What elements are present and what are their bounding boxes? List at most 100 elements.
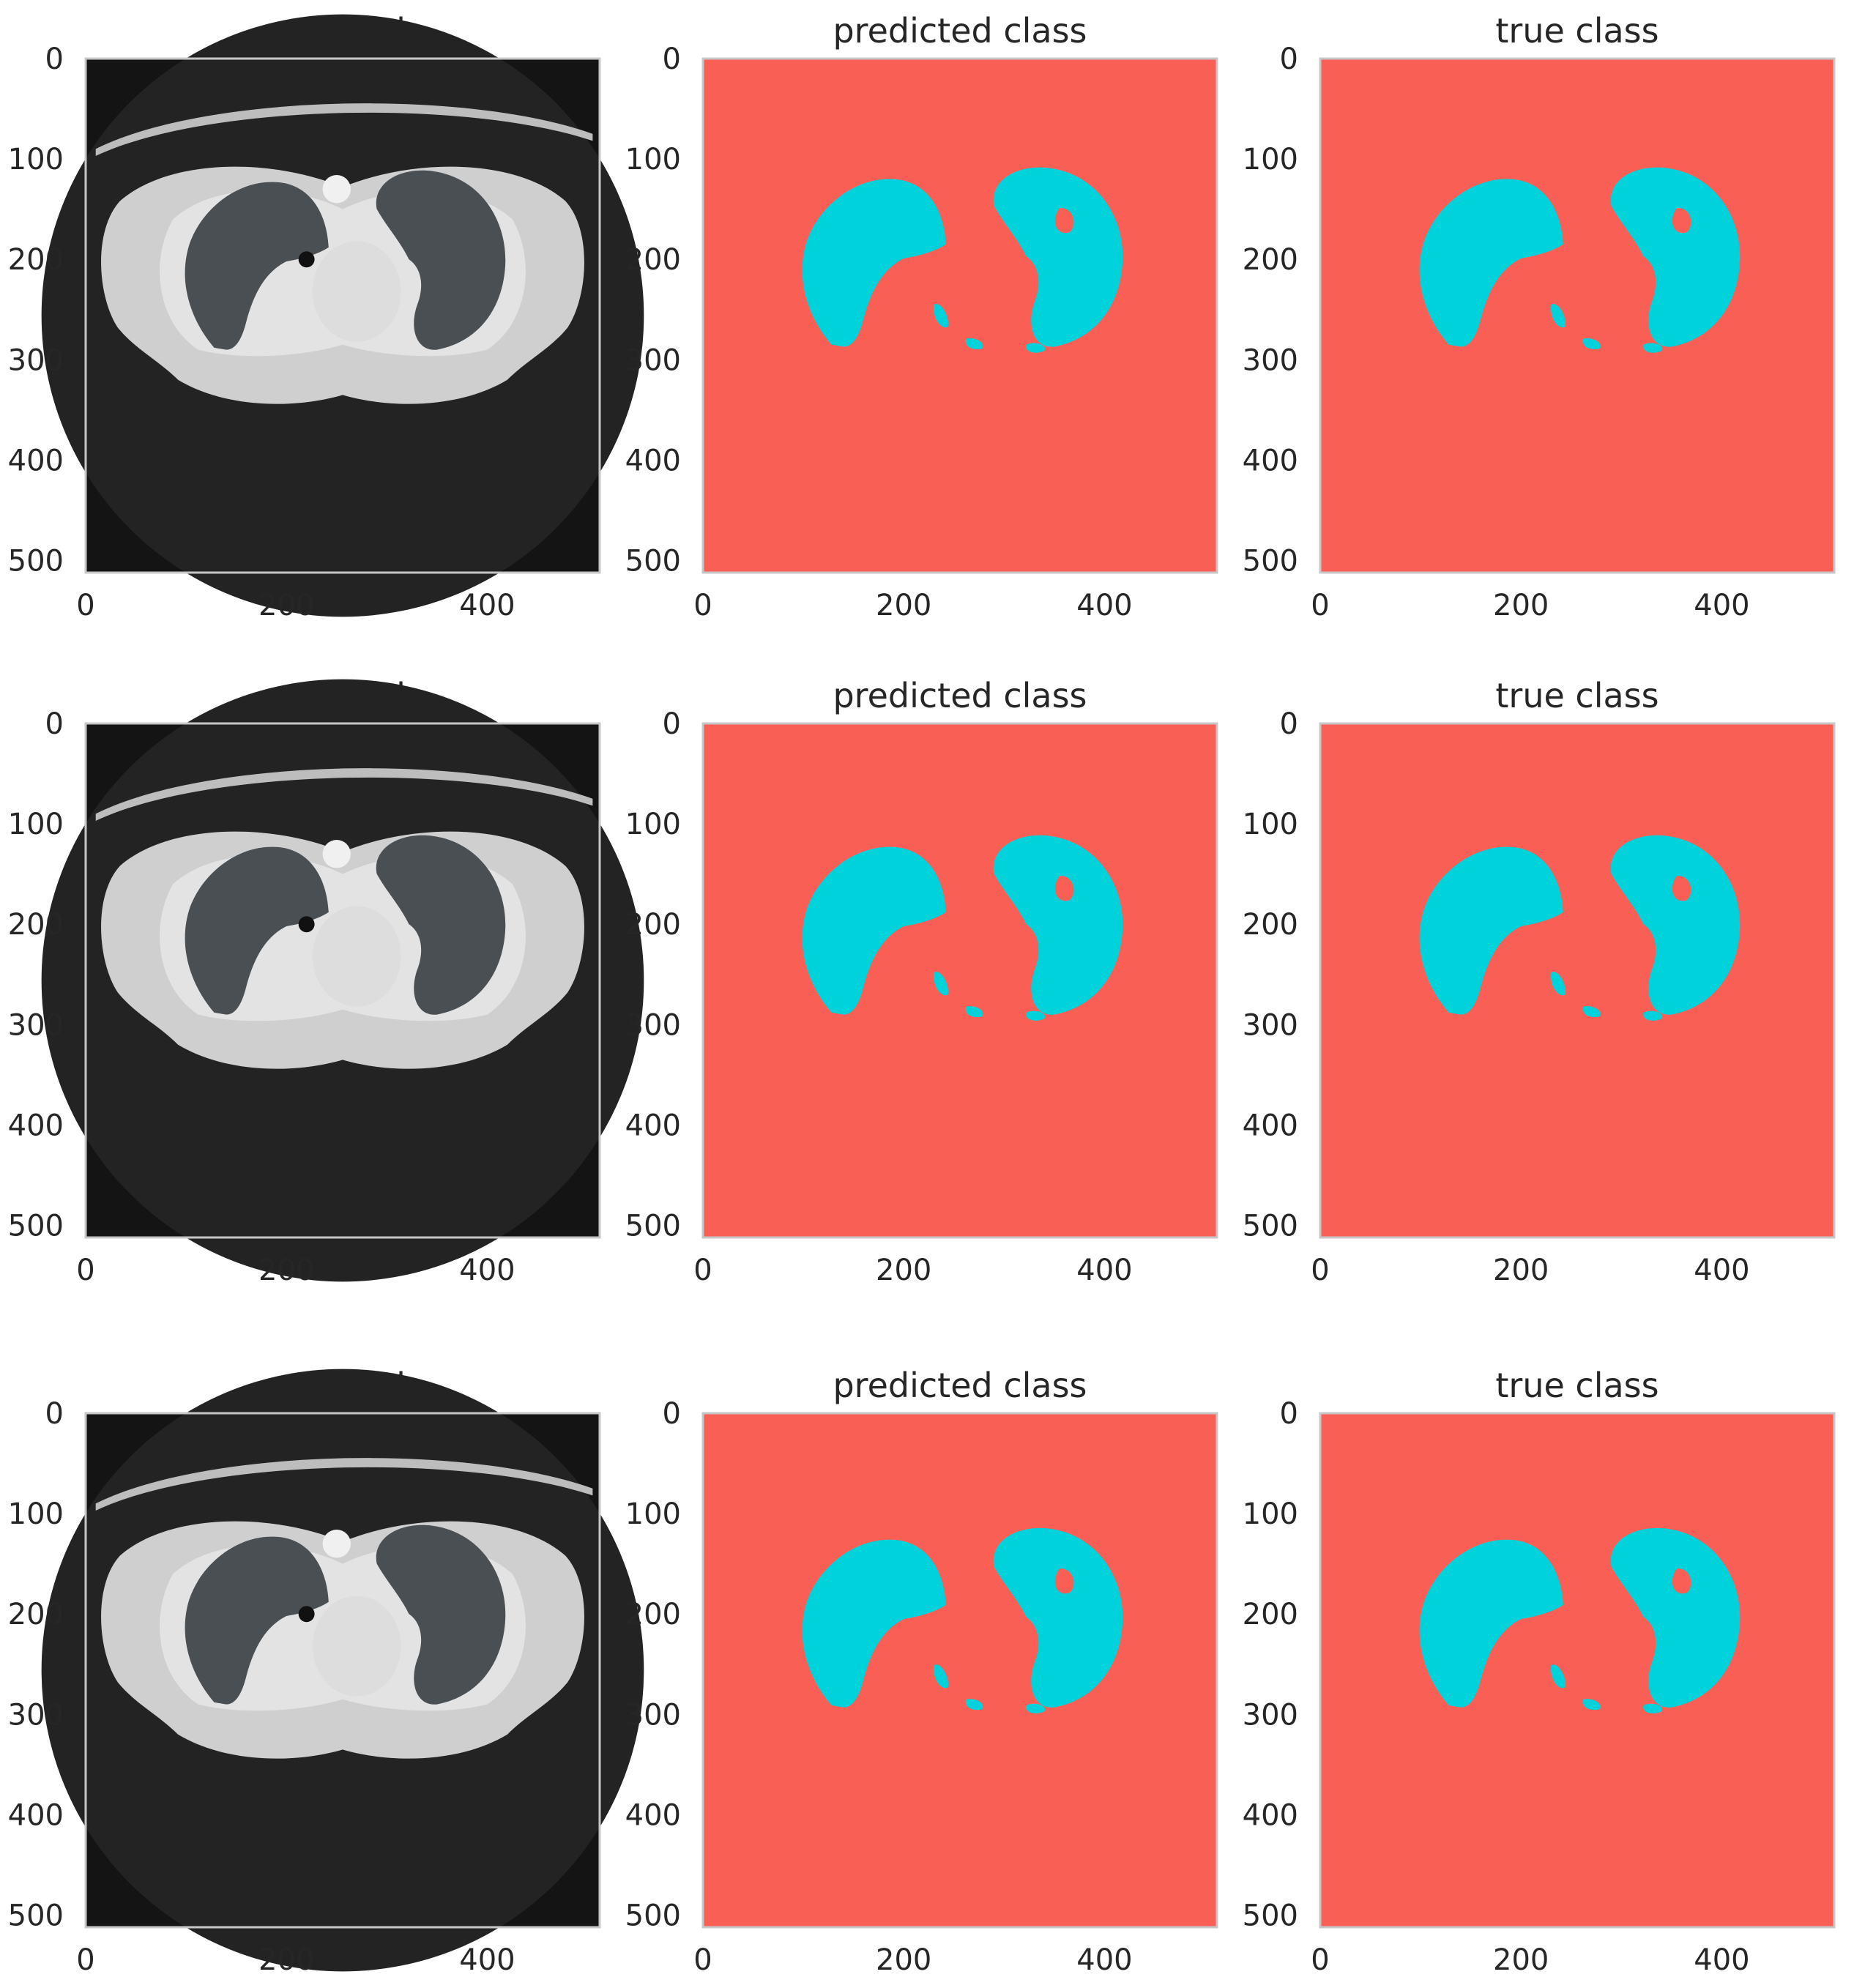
heart <box>312 906 401 1007</box>
y-tick-label: 100 <box>1243 1497 1298 1531</box>
y-tick-label: 500 <box>625 1899 681 1933</box>
y-tick-label: 100 <box>625 143 681 176</box>
background-class-region <box>1320 1413 1834 1927</box>
x-tick-label: 400 <box>459 589 515 622</box>
y-tick-label: 100 <box>625 1497 681 1531</box>
y-tick-label: 200 <box>625 243 681 277</box>
lung-fragment-mask <box>1643 343 1663 353</box>
y-tick-label: 300 <box>1243 1698 1298 1732</box>
panel-title: true class <box>1495 676 1658 715</box>
left-lung <box>185 182 329 350</box>
y-tick-label: 100 <box>1243 808 1298 841</box>
panel-true-row-2: true class 0 200 400 0 100 200 300 400 500 <box>1243 676 1836 1287</box>
x-tick-label: 400 <box>1076 1254 1132 1287</box>
y-tick-label: 500 <box>8 545 64 578</box>
true-left-lung-mask <box>1419 1539 1563 1708</box>
background-class-region <box>703 59 1217 573</box>
y-tick-label: 200 <box>8 1598 64 1631</box>
y-tick-label: 100 <box>8 1497 64 1531</box>
y-tick-label: 500 <box>8 1899 64 1933</box>
lung-fragment-mask <box>1643 1703 1663 1713</box>
y-tick-label: 200 <box>8 908 64 942</box>
x-tick-label: 0 <box>1311 589 1329 622</box>
panel-original-row-1: original02004000100200300400500 <box>8 11 644 622</box>
y-tick-label: 0 <box>1280 707 1298 741</box>
background-class-region <box>1320 723 1834 1237</box>
scanner-table <box>95 1458 593 1511</box>
lung-fragment-mask <box>1582 338 1601 349</box>
x-tick-label: 400 <box>1076 589 1132 622</box>
x-tick-label: 200 <box>1493 589 1549 622</box>
axes-frame <box>84 57 601 574</box>
panel-true-row-1: true class 0 200 400 0 100 200 300 400 500 <box>1243 11 1836 622</box>
lung-fragment-mask <box>1550 1664 1566 1689</box>
trachea <box>298 251 315 268</box>
y-tick-label: 0 <box>45 42 64 76</box>
x-tick-label: 0 <box>76 1943 94 1977</box>
y-tick-label: 0 <box>1280 1397 1298 1431</box>
y-tick-label: 500 <box>1243 1899 1298 1933</box>
mask-gap <box>1672 876 1691 901</box>
y-tick-label: 300 <box>1243 1008 1298 1042</box>
y-tick-label: 400 <box>8 1798 64 1832</box>
spine <box>322 1530 351 1558</box>
y-tick-label: 500 <box>625 1210 681 1243</box>
left-lung <box>185 1536 329 1705</box>
x-tick-label: 400 <box>1076 1943 1132 1977</box>
predicted-left-lung-mask <box>802 179 946 347</box>
lung-fragment-mask <box>965 1006 983 1018</box>
y-tick-label: 400 <box>625 1109 681 1142</box>
y-tick-label: 0 <box>45 707 64 741</box>
panel-original-row-3: original02004000100200300400500 <box>8 1366 644 1977</box>
scanner-table <box>95 768 593 821</box>
mask-gap <box>1054 208 1074 234</box>
panel-predicted-row-2: predicted class 0 200 400 0 100 200 300 400 500 <box>625 676 1218 1287</box>
x-tick-label: 0 <box>1311 1254 1329 1287</box>
x-tick-label: 200 <box>876 589 931 622</box>
y-tick-label: 300 <box>625 1698 681 1732</box>
axes-frame <box>84 1412 601 1929</box>
lung-fragment-mask <box>965 1699 983 1710</box>
panel-predicted-row-1: predicted class 0 200 400 0 100 200 300 400 500 <box>625 11 1218 622</box>
true-right-lung-mask <box>1610 835 1741 1015</box>
true-right-lung-mask <box>1610 167 1741 347</box>
y-tick-label: 100 <box>1243 143 1298 176</box>
y-tick-label: 400 <box>1243 1798 1298 1832</box>
axes-frame <box>1319 1412 1836 1929</box>
axes-frame <box>701 57 1218 574</box>
predicted-left-lung-mask <box>802 1539 946 1708</box>
axes-frame <box>1319 722 1836 1239</box>
right-lung <box>376 835 506 1015</box>
y-tick-label: 400 <box>625 1798 681 1832</box>
trachea <box>298 916 315 933</box>
spine <box>322 175 351 204</box>
trachea <box>298 1606 315 1623</box>
right-lung <box>376 170 506 350</box>
x-tick-label: 200 <box>258 1943 314 1977</box>
lung-fragment-mask <box>933 1664 948 1689</box>
left-lung <box>185 846 329 1015</box>
y-tick-label: 0 <box>45 1397 64 1431</box>
y-tick-label: 0 <box>1280 42 1298 76</box>
y-tick-label: 400 <box>8 1109 64 1142</box>
panel-title: predicted class <box>833 676 1087 715</box>
scanner-table <box>95 103 593 156</box>
lung-fragment-mask <box>1026 343 1046 353</box>
true-left-lung-mask <box>1419 846 1563 1015</box>
x-tick-label: 0 <box>693 1254 712 1287</box>
y-tick-label: 500 <box>1243 545 1298 578</box>
lung-fragment-mask <box>1026 1010 1046 1021</box>
lung-fragment-mask <box>1582 1699 1601 1710</box>
y-tick-label: 0 <box>663 1397 681 1431</box>
lung-fragment-mask <box>965 338 983 349</box>
x-tick-label: 200 <box>1493 1254 1549 1287</box>
x-tick-label: 0 <box>693 589 712 622</box>
y-tick-label: 400 <box>1243 1109 1298 1142</box>
y-tick-label: 300 <box>8 1008 64 1042</box>
mask-gap <box>1672 1568 1691 1594</box>
x-tick-label: 200 <box>1493 1943 1549 1977</box>
panel-title: predicted class <box>833 11 1087 51</box>
lung-fragment-mask <box>933 972 948 996</box>
predicted-right-lung-mask <box>993 1527 1123 1708</box>
